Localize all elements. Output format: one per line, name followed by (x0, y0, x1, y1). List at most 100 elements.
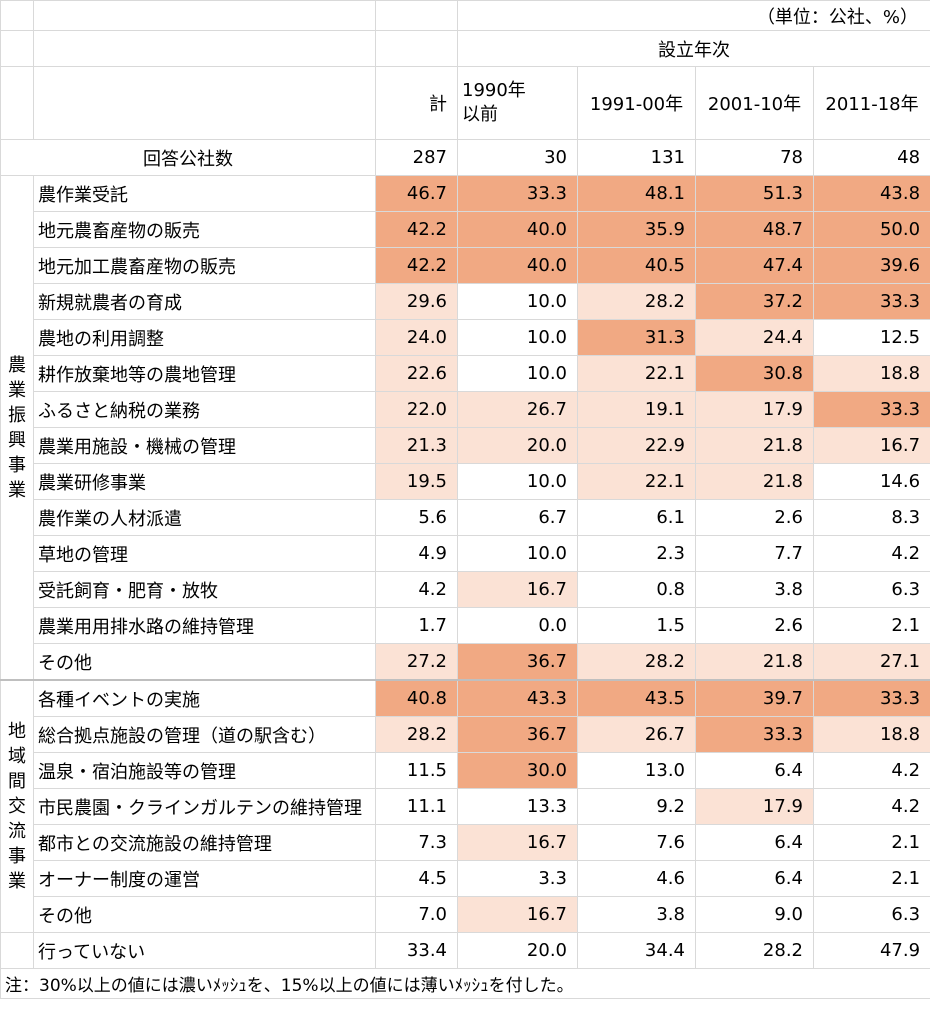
col-header-2011-18: 2011-18年 (812, 66, 930, 140)
table-row: その他 27.2 36.7 28.2 21.8 27.1 (1, 643, 930, 681)
table-row: 農地の利用調整 24.0 10.0 31.3 24.4 12.5 (1, 319, 930, 356)
value-cell: 10.0 (457, 355, 578, 392)
row-label: 地元農畜産物の販売 (33, 211, 376, 248)
table-row: 地域間交流事業 各種イベントの実施 40.8 43.3 43.5 39.7 33.3 (0, 679, 930, 933)
value-cell: 20.0 (457, 932, 578, 969)
value-cell: 28.2 (577, 643, 696, 681)
value-cell: 4.2 (812, 535, 930, 572)
value-cell: 1.5 (577, 607, 696, 644)
value-cell: 33.3 (812, 391, 930, 428)
value-cell: 50.0 (812, 211, 930, 248)
value-cell: 31.3 (577, 319, 696, 356)
value-cell: 11.1 (375, 788, 458, 825)
value-cell: 29.6 (375, 283, 458, 320)
value-cell: 20.0 (457, 427, 578, 464)
table-row: 農業用用排水路の維持管理 1.7 0.0 1.5 2.6 2.1 (1, 607, 930, 644)
value-cell: 22.1 (577, 355, 696, 392)
value-cell: 18.8 (812, 355, 930, 392)
value-cell: 2.1 (812, 607, 930, 644)
value-cell: 6.1 (577, 499, 696, 536)
value-cell: 19.5 (375, 463, 458, 500)
value-cell: 28.2 (375, 716, 458, 753)
value-cell: 35.9 (577, 211, 696, 248)
value-cell: 10.0 (457, 463, 578, 500)
value-cell: 2.3 (577, 535, 696, 572)
table-row: 草地の管理 4.9 10.0 2.3 7.7 4.2 (1, 535, 930, 572)
value-cell: 40.5 (577, 247, 696, 284)
value-cell: 43.3 (457, 679, 578, 717)
table-row: 温泉・宿泊施設等の管理 11.5 30.0 13.0 6.4 4.2 (1, 752, 930, 789)
value-cell: 51.3 (695, 175, 814, 212)
row-label: 農業研修事業 (33, 463, 376, 500)
table-row: 総合拠点施設の管理（道の駅含む） 28.2 36.7 26.7 33.3 18.8 (1, 716, 930, 753)
value-cell: 47.4 (695, 247, 814, 284)
value-cell: 1.7 (375, 607, 458, 644)
value-cell: 48.1 (577, 175, 696, 212)
value-cell: 7.0 (375, 896, 458, 933)
row-label: 都市との交流施設の維持管理 (33, 824, 376, 861)
row-label: ふるさと納税の業務 (33, 391, 376, 428)
value-cell: 46.7 (375, 175, 458, 212)
value-cell: 16.7 (812, 427, 930, 464)
value-cell: 47.9 (812, 932, 930, 969)
value-cell: 33.3 (457, 175, 578, 212)
value-cell: 26.7 (577, 716, 696, 753)
value-cell: 48.7 (695, 211, 814, 248)
count-cell: 48 (812, 139, 930, 176)
value-cell: 10.0 (457, 283, 578, 320)
value-cell: 24.0 (375, 319, 458, 356)
table-row: 農作業の人材派遣 5.6 6.7 6.1 2.6 8.3 (1, 499, 930, 536)
value-cell: 42.2 (375, 247, 458, 284)
table-row: その他 7.0 16.7 3.8 9.0 6.3 (1, 896, 930, 933)
value-cell: 18.8 (812, 716, 930, 753)
row-label: 農地の利用調整 (33, 319, 376, 356)
value-cell: 22.0 (375, 391, 458, 428)
count-row-label: 回答公社数 (0, 139, 376, 176)
value-cell: 4.2 (375, 571, 458, 608)
value-cell: 42.2 (375, 211, 458, 248)
group-header: 設立年次 (456, 30, 930, 67)
value-cell: 7.3 (375, 824, 458, 861)
value-cell: 4.2 (812, 788, 930, 825)
value-cell: 9.0 (695, 896, 814, 933)
table-row: 受託飼育・肥育・放牧 4.2 16.7 0.8 3.8 6.3 (1, 571, 930, 608)
value-cell: 19.1 (577, 391, 696, 428)
table-row: 市民農園・クラインガルテンの維持管理 11.1 13.3 9.2 17.9 4.2 (1, 788, 930, 825)
value-cell: 34.4 (577, 932, 696, 969)
value-cell: 28.2 (695, 932, 814, 969)
value-cell: 24.4 (695, 319, 814, 356)
row-label: 温泉・宿泊施設等の管理 (33, 752, 376, 789)
value-cell: 7.6 (577, 824, 696, 861)
value-cell: 27.2 (375, 643, 458, 681)
row-label: 農業用施設・機械の管理 (33, 427, 376, 464)
table-row: 耕作放棄地等の農地管理 22.6 10.0 22.1 30.8 18.8 (1, 355, 930, 392)
value-cell: 6.3 (812, 896, 930, 933)
value-cell: 2.6 (695, 607, 814, 644)
value-cell: 4.2 (812, 752, 930, 789)
value-cell: 11.5 (375, 752, 458, 789)
value-cell: 33.3 (812, 283, 930, 320)
count-cell: 78 (695, 139, 814, 176)
value-cell: 3.8 (577, 896, 696, 933)
col-header-1990: 1990年 以前 (457, 66, 578, 140)
table-row: 都市との交流施設の維持管理 7.3 16.7 7.6 6.4 2.1 (1, 824, 930, 861)
value-cell: 40.8 (375, 679, 458, 717)
row-label: 耕作放棄地等の農地管理 (33, 355, 376, 392)
value-cell: 43.5 (577, 679, 696, 717)
count-cell: 30 (457, 139, 578, 176)
count-cell: 287 (375, 139, 458, 176)
value-cell: 0.0 (457, 607, 578, 644)
value-cell: 36.7 (457, 643, 578, 681)
value-cell: 2.6 (695, 499, 814, 536)
value-cell: 21.8 (695, 463, 814, 500)
value-cell: 39.7 (695, 679, 814, 717)
table-row: 行っていない 33.4 20.0 34.4 28.2 47.9 (0, 932, 930, 969)
row-label: 総合拠点施設の管理（道の駅含む） (33, 716, 376, 753)
value-cell: 2.1 (812, 824, 930, 861)
row-label: 受託飼育・肥育・放牧 (33, 571, 376, 608)
value-cell: 16.7 (457, 824, 578, 861)
count-cell: 131 (577, 139, 696, 176)
value-cell: 7.7 (695, 535, 814, 572)
row-label: 農作業受託 (33, 175, 376, 212)
value-cell: 3.3 (457, 860, 578, 897)
